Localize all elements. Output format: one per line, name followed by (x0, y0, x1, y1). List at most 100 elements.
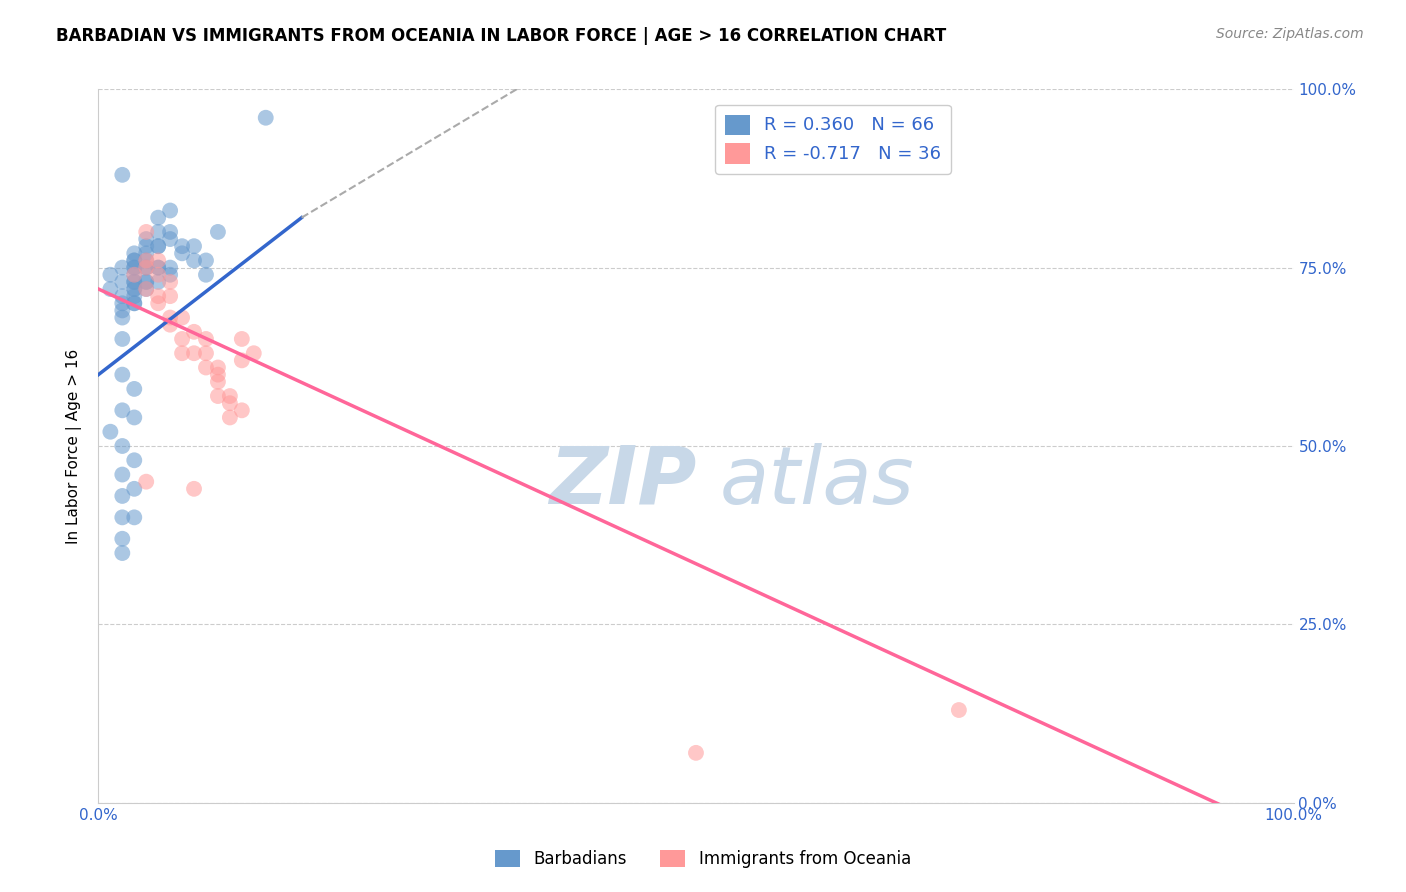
Point (183, 346, 205, 360)
Point (207, 375, 229, 389)
Legend: R = 0.360   N = 66, R = -0.717   N = 36: R = 0.360 N = 66, R = -0.717 N = 36 (716, 104, 950, 174)
Point (111, 303, 134, 318)
Text: Source: ZipAtlas.com: Source: ZipAtlas.com (1216, 27, 1364, 41)
Point (111, 546, 134, 560)
Point (135, 253, 157, 268)
Point (111, 489, 134, 503)
Point (148, 268, 170, 282)
Point (111, 310, 134, 325)
Point (111, 332, 134, 346)
Point (207, 389, 229, 403)
Point (135, 225, 157, 239)
Point (172, 239, 194, 253)
Point (159, 203, 181, 218)
Point (111, 168, 134, 182)
Point (124, 289, 146, 303)
Point (124, 253, 146, 268)
Point (148, 239, 170, 253)
Point (111, 510, 134, 524)
Point (219, 396, 242, 410)
Point (194, 253, 218, 268)
Point (219, 389, 242, 403)
Point (183, 325, 205, 339)
Point (111, 275, 134, 289)
Point (135, 253, 157, 268)
Point (124, 253, 146, 268)
Point (135, 282, 157, 296)
Point (111, 439, 134, 453)
Point (159, 289, 181, 303)
Text: BARBADIAN VS IMMIGRANTS FROM OCEANIA IN LABOR FORCE | AGE > 16 CORRELATION CHART: BARBADIAN VS IMMIGRANTS FROM OCEANIA IN … (56, 27, 946, 45)
Point (124, 382, 146, 396)
Y-axis label: In Labor Force | Age > 16: In Labor Force | Age > 16 (66, 349, 83, 543)
Point (231, 353, 253, 368)
Point (159, 275, 181, 289)
Legend: Barbadians, Immigrants from Oceania: Barbadians, Immigrants from Oceania (488, 843, 918, 875)
Point (135, 232, 157, 246)
Point (135, 246, 157, 260)
Point (111, 368, 134, 382)
Point (685, 746, 707, 760)
Point (172, 346, 194, 360)
Point (172, 310, 194, 325)
Point (219, 410, 242, 425)
Point (135, 239, 157, 253)
Text: atlas: atlas (720, 442, 915, 521)
Point (124, 260, 146, 275)
Point (135, 275, 157, 289)
Point (98, 268, 122, 282)
Point (254, 111, 277, 125)
Point (231, 403, 253, 417)
Point (194, 268, 218, 282)
Point (148, 253, 170, 268)
Point (111, 296, 134, 310)
Point (148, 239, 170, 253)
Point (124, 482, 146, 496)
Point (124, 268, 146, 282)
Point (183, 482, 205, 496)
Point (124, 510, 146, 524)
Point (148, 275, 170, 289)
Point (135, 260, 157, 275)
Point (194, 332, 218, 346)
Point (159, 232, 181, 246)
Point (172, 246, 194, 260)
Point (124, 282, 146, 296)
Point (124, 260, 146, 275)
Point (948, 703, 970, 717)
Text: ZIP: ZIP (548, 442, 696, 521)
Point (135, 260, 157, 275)
Point (98, 282, 122, 296)
Point (124, 282, 146, 296)
Point (111, 260, 134, 275)
Point (135, 260, 157, 275)
Point (159, 260, 181, 275)
Point (148, 289, 170, 303)
Point (194, 346, 218, 360)
Point (124, 453, 146, 467)
Point (124, 268, 146, 282)
Point (124, 275, 146, 289)
Point (111, 289, 134, 303)
Point (124, 275, 146, 289)
Point (243, 346, 266, 360)
Point (148, 296, 170, 310)
Point (183, 253, 205, 268)
Point (124, 296, 146, 310)
Point (148, 225, 170, 239)
Point (148, 260, 170, 275)
Point (135, 475, 157, 489)
Point (159, 318, 181, 332)
Point (207, 225, 229, 239)
Point (98, 425, 122, 439)
Point (207, 360, 229, 375)
Point (148, 211, 170, 225)
Point (159, 225, 181, 239)
Point (111, 532, 134, 546)
Point (124, 246, 146, 260)
Point (124, 410, 146, 425)
Point (111, 467, 134, 482)
Point (231, 332, 253, 346)
Point (124, 296, 146, 310)
Point (183, 239, 205, 253)
